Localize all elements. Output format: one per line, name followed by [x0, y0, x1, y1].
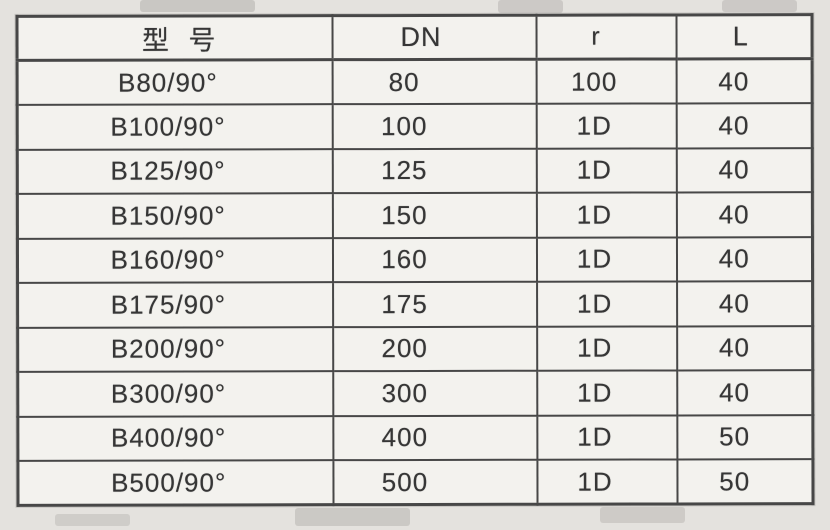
cell-r: 1D: [536, 236, 677, 282]
table-row: B500/90° 500 1D 50: [17, 459, 814, 506]
cell-l: 40: [676, 281, 813, 326]
scan-noise: [55, 514, 130, 526]
cell-model: B500/90°: [17, 460, 334, 506]
cell-r: 1D: [536, 103, 677, 149]
cell-l: 40: [676, 147, 813, 193]
cell-r: 1D: [536, 325, 677, 371]
cell-dn: 80: [332, 59, 537, 105]
cell-dn: 300: [332, 370, 537, 416]
cell-r: 1D: [536, 370, 677, 416]
scan-noise: [498, 0, 563, 13]
cell-dn: 100: [332, 103, 537, 149]
cell-l: 40: [676, 58, 813, 104]
table-header: 型 号 DN r L: [16, 14, 813, 61]
header-row: 型 号 DN r L: [16, 14, 813, 61]
table-row: B80/90° 80 100 40: [17, 58, 813, 105]
table-body: B80/90° 80 100 40 B100/90° 100 1D 40 B125/90° 125…: [17, 58, 814, 506]
cell-dn: 175: [332, 281, 537, 327]
table-row: B160/90° 160 1D 40: [17, 236, 813, 283]
cell-dn: 160: [332, 237, 537, 283]
cell-model: B175/90°: [17, 282, 333, 328]
cell-r: 1D: [536, 147, 677, 193]
cell-r: 1D: [536, 414, 677, 460]
cell-model: B100/90°: [17, 104, 333, 150]
table-row: B200/90° 200 1D 40: [17, 325, 813, 372]
cell-model: B125/90°: [17, 148, 333, 194]
table-row: B175/90° 175 1D 40: [17, 281, 813, 328]
table-row: B400/90° 400 1D 50: [17, 414, 813, 461]
header-r: r: [535, 14, 677, 60]
cell-l: 40: [676, 236, 813, 282]
table-row: B100/90° 100 1D 40: [17, 103, 813, 150]
header-dn: DN: [331, 15, 537, 60]
cell-l: 40: [676, 370, 813, 415]
cell-r: 1D: [536, 192, 677, 238]
pipe-elbow-spec-table: 型 号 DN r L B80/90° 80 100 40 B100/90° 100 1D 40…: [15, 13, 815, 507]
cell-model: B200/90°: [17, 326, 333, 372]
table-row: B125/90° 125 1D 40: [17, 147, 813, 194]
cell-model: B300/90°: [17, 371, 333, 417]
table-row: B150/90° 150 1D 40: [17, 192, 813, 239]
scan-noise: [722, 0, 797, 12]
cell-l: 40: [676, 103, 813, 148]
table-row: B300/90° 300 1D 40: [17, 370, 813, 417]
scan-noise: [295, 508, 410, 526]
scan-noise: [600, 507, 685, 523]
cell-l: 50: [676, 414, 813, 460]
cell-dn: 400: [332, 415, 537, 461]
cell-l: 40: [676, 192, 813, 237]
cell-l: 50: [676, 459, 814, 504]
header-l: L: [675, 14, 813, 59]
cell-r: 1D: [536, 281, 677, 327]
cell-model: B80/90°: [17, 59, 333, 105]
cell-dn: 200: [332, 326, 537, 372]
scan-noise: [140, 0, 255, 12]
cell-model: B150/90°: [17, 193, 333, 239]
cell-dn: 500: [332, 459, 538, 505]
cell-dn: 150: [332, 192, 537, 238]
cell-dn: 125: [332, 148, 537, 194]
cell-r: 1D: [536, 459, 678, 505]
cell-l: 40: [676, 325, 813, 371]
cell-model: B160/90°: [17, 237, 333, 283]
cell-r: 100: [536, 58, 677, 104]
cell-model: B400/90°: [17, 415, 333, 461]
header-model: 型 号: [16, 15, 333, 61]
